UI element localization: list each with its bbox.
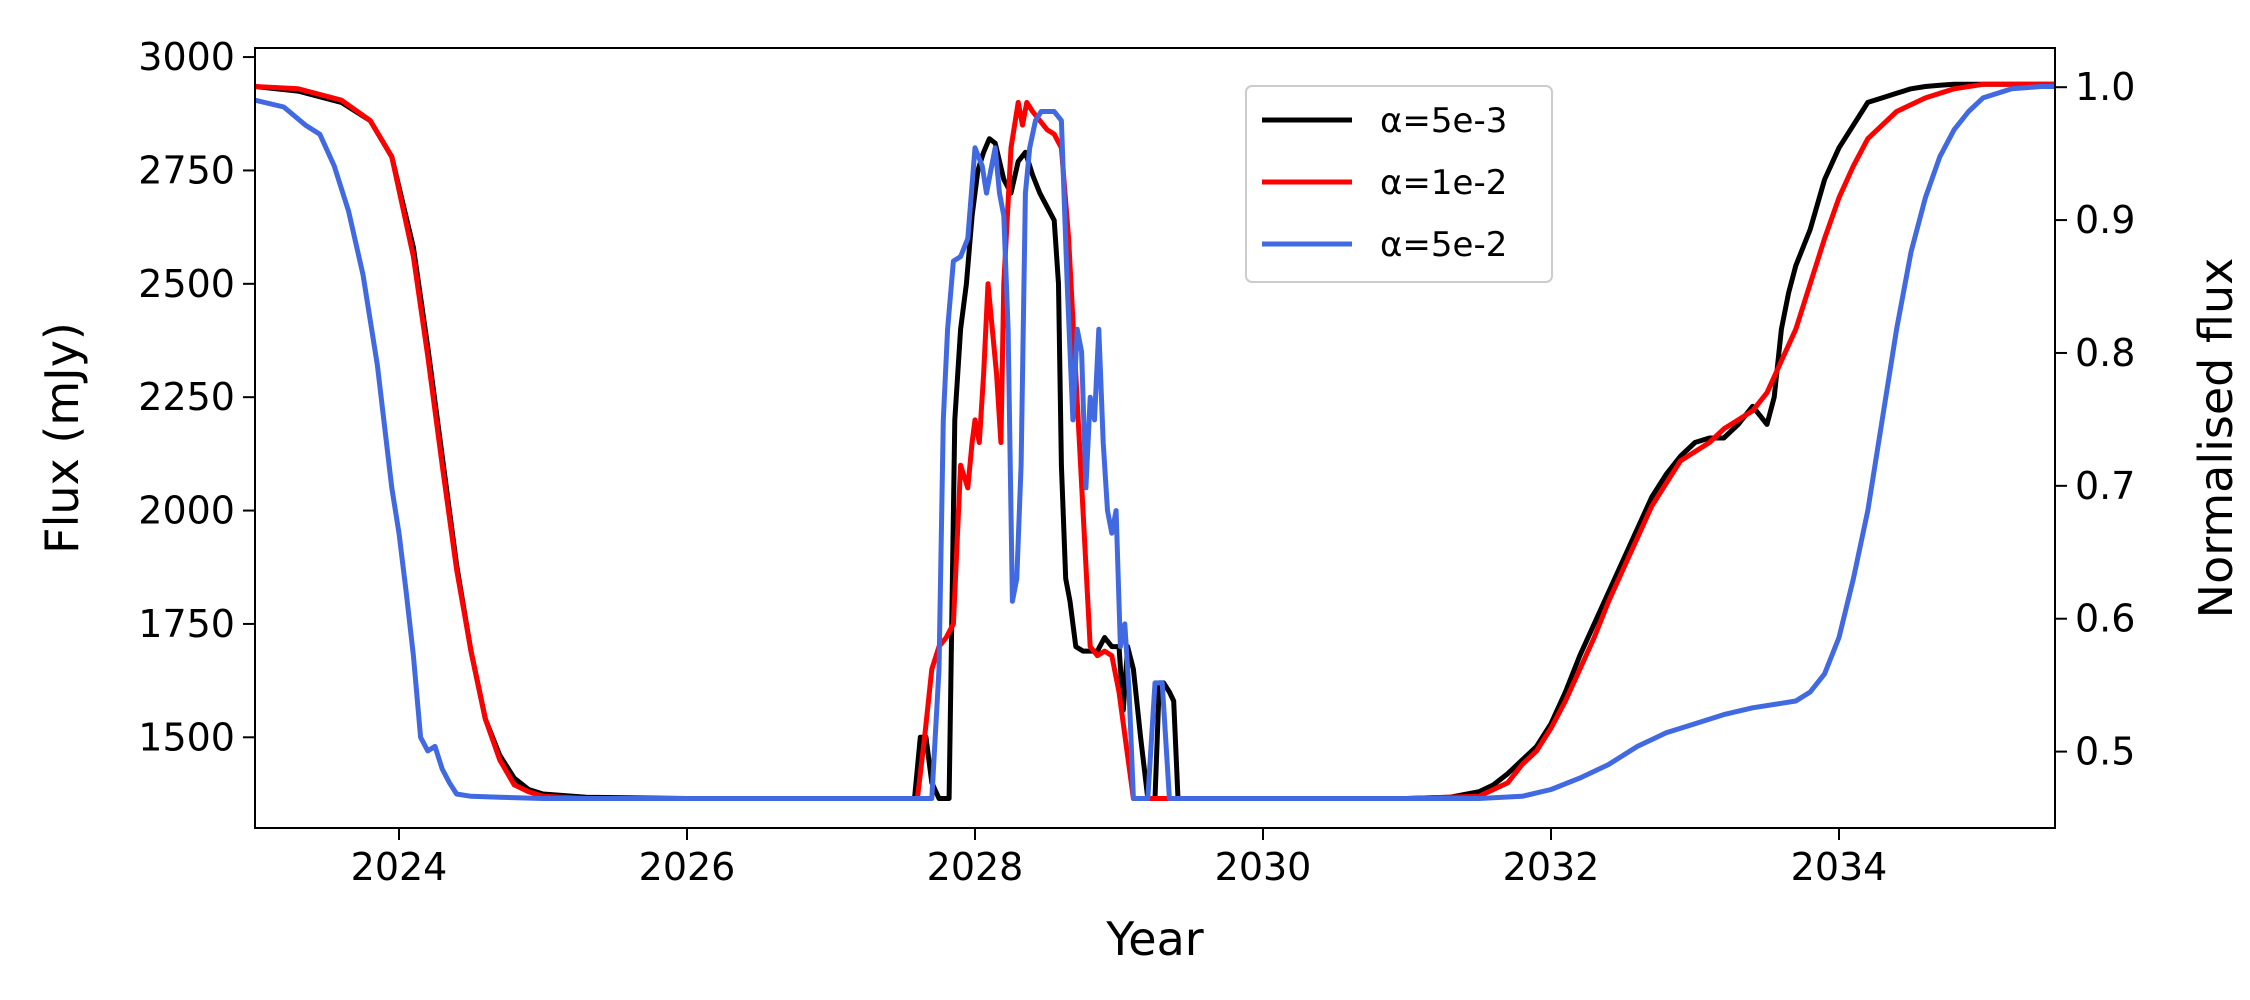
y2-axis-title: Normalised flux: [2189, 258, 2243, 619]
y2-tick-label: 0.7: [2075, 464, 2135, 508]
x-axis: 2024 2026 2028 2030 2032 2034: [351, 828, 1888, 889]
x-axis-title: Year: [1105, 912, 1203, 966]
y-axis-title: Flux (mJy): [35, 322, 89, 554]
legend-label-2: α=1e-2: [1380, 163, 1507, 203]
y-tick-label: 2250: [138, 375, 235, 419]
x-tick-label: 2028: [927, 845, 1024, 889]
y2-tick-label: 0.6: [2075, 597, 2135, 641]
x-tick-label: 2034: [1791, 845, 1888, 889]
y2-tick-label: 0.5: [2075, 730, 2135, 774]
y-tick-label: 2750: [138, 148, 235, 192]
x-tick-label: 2024: [351, 845, 448, 889]
legend-label-1: α=5e-3: [1380, 101, 1507, 141]
y-tick-label: 2000: [138, 489, 235, 533]
y-axis-right: 0.5 0.6 0.7 0.8 0.9 1.0: [2055, 65, 2135, 774]
y-axis-left: 1500 1750 2000 2250 2500 2750 3000: [138, 35, 255, 759]
legend-label-3: α=5e-2: [1380, 225, 1507, 265]
y2-tick-label: 0.9: [2075, 198, 2135, 242]
series-lines: [255, 81, 2055, 801]
legend: α=5e-3 α=1e-2 α=5e-2: [1245, 85, 1553, 283]
x-tick-label: 2026: [639, 845, 736, 889]
y-tick-label: 1750: [138, 602, 235, 646]
x-tick-label: 2030: [1215, 845, 1312, 889]
y2-tick-label: 0.8: [2075, 331, 2135, 375]
plot-frame: [254, 47, 2056, 829]
y-tick-label: 1500: [138, 715, 235, 759]
x-tick-label: 2032: [1503, 845, 1600, 889]
legend-box: [1245, 85, 1553, 283]
y-tick-label: 2500: [138, 262, 235, 306]
y-tick-label: 3000: [138, 35, 235, 79]
y2-tick-label: 1.0: [2075, 65, 2135, 109]
series-line-3: [255, 84, 2055, 801]
